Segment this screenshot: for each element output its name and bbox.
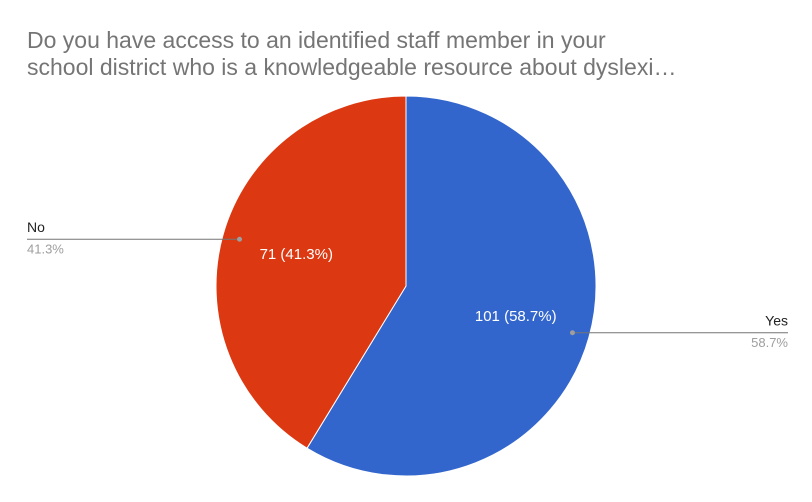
slice-label: 71 (41.3%): [260, 246, 333, 263]
leader-dot: [237, 236, 243, 242]
legend-label: No: [27, 219, 45, 235]
leader-dot: [569, 330, 575, 336]
pie-slice: [215, 95, 407, 449]
chart-title: school district who is a knowledgeable r…: [27, 54, 676, 80]
legend-label: Yes: [765, 312, 788, 328]
legend-percent: 41.3%: [27, 242, 64, 257]
slice-label: 101 (58.7%): [475, 308, 557, 325]
chart-title: Do you have access to an identified staf…: [27, 27, 606, 53]
pie-slice: [306, 95, 597, 477]
legend-percent: 58.7%: [751, 335, 788, 350]
